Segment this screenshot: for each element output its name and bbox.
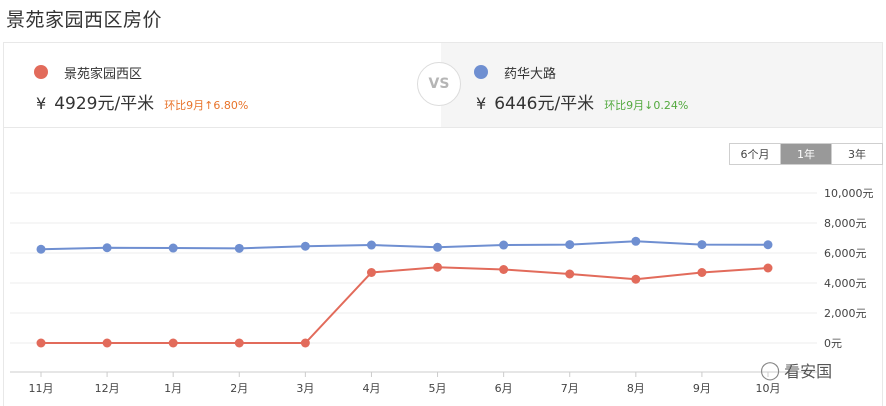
data-point-series-0 [102,338,112,348]
page-title: 景苑家园西区房价 [6,9,163,31]
data-point-series-0 [300,338,310,348]
data-point-series-0 [697,268,707,277]
x-tick-label: 10月 [756,382,781,395]
data-point-series-1 [300,241,310,251]
vs-badge: VS [417,62,461,106]
data-point-series-1 [234,243,244,253]
x-tick-label: 1月 [164,382,182,395]
y-tick-label: 0元 [824,337,842,350]
y-tick-label: 2,000元 [824,307,867,320]
watermark: ◯ 看安国 [760,358,832,382]
time-range-tabs: 6个月 1年 3年 [729,143,883,165]
compare-name-right: 药华大路 [504,67,557,82]
y-tick-label: 4,000元 [824,277,867,290]
x-tick-label: 9月 [693,382,711,395]
data-point-series-1 [168,243,178,253]
x-tick-label: 8月 [627,382,645,395]
wechat-icon: ◯ [760,359,781,381]
price-right: 6446元/平米 [494,94,595,114]
change-left: 环比9月↑6.80% [164,99,249,112]
series-color-dot-left [34,65,48,79]
x-tick-label: 7月 [561,382,579,395]
series-line-0 [41,266,769,344]
x-tick-label: 2月 [230,382,248,395]
data-point-series-0 [763,263,773,273]
chart-area [3,128,883,406]
currency-symbol-right: ¥ [476,94,487,113]
x-tick-label: 11月 [29,382,54,395]
data-point-series-0 [168,338,178,348]
data-point-series-0 [433,262,443,272]
data-point-series-1 [499,240,509,250]
data-point-series-1 [697,240,707,250]
data-point-series-1 [565,240,575,250]
currency-symbol-left: ¥ [36,94,47,113]
data-point-series-0 [565,269,575,279]
data-point-series-0 [366,268,376,277]
y-tick-label: 8,000元 [824,217,867,230]
x-tick-label: 3月 [296,382,314,395]
x-tick-label: 5月 [429,382,447,395]
tab-1-year[interactable]: 1年 [780,144,831,164]
data-point-series-1 [763,240,773,250]
compare-name-left: 景苑家园西区 [64,67,143,82]
watermark-text: 看安国 [784,362,833,381]
price-row-left: ¥ 4929元/平米 环比9月↑6.80% [36,89,248,114]
x-tick-label: 12月 [95,382,120,395]
x-tick-label: 6月 [495,382,513,395]
price-row-right: ¥ 6446元/平米 环比9月↓0.24% [476,89,688,114]
y-tick-label: 10,000元 [824,187,874,200]
data-point-series-1 [36,244,46,254]
series-line-1 [40,240,769,251]
data-point-series-1 [366,240,376,250]
data-point-series-0 [631,274,641,284]
series-color-dot-right [474,65,488,79]
comparison-panel: 景苑家园西区 ¥ 4929元/平米 环比9月↑6.80% VS 药华大路 ¥ 6… [3,42,883,128]
data-point-series-1 [433,242,443,252]
data-point-series-1 [102,243,112,253]
data-point-series-1 [631,236,641,246]
comparison-right-background [441,43,882,127]
price-left: 4929元/平米 [54,94,155,114]
data-point-series-0 [499,265,509,274]
tab-6-months[interactable]: 6个月 [730,144,780,164]
y-tick-label: 6,000元 [824,247,867,260]
data-point-series-0 [234,338,244,348]
x-tick-label: 4月 [362,382,380,395]
change-right: 环比9月↓0.24% [604,99,689,112]
data-point-series-0 [36,338,46,348]
tab-3-years[interactable]: 3年 [831,144,882,164]
